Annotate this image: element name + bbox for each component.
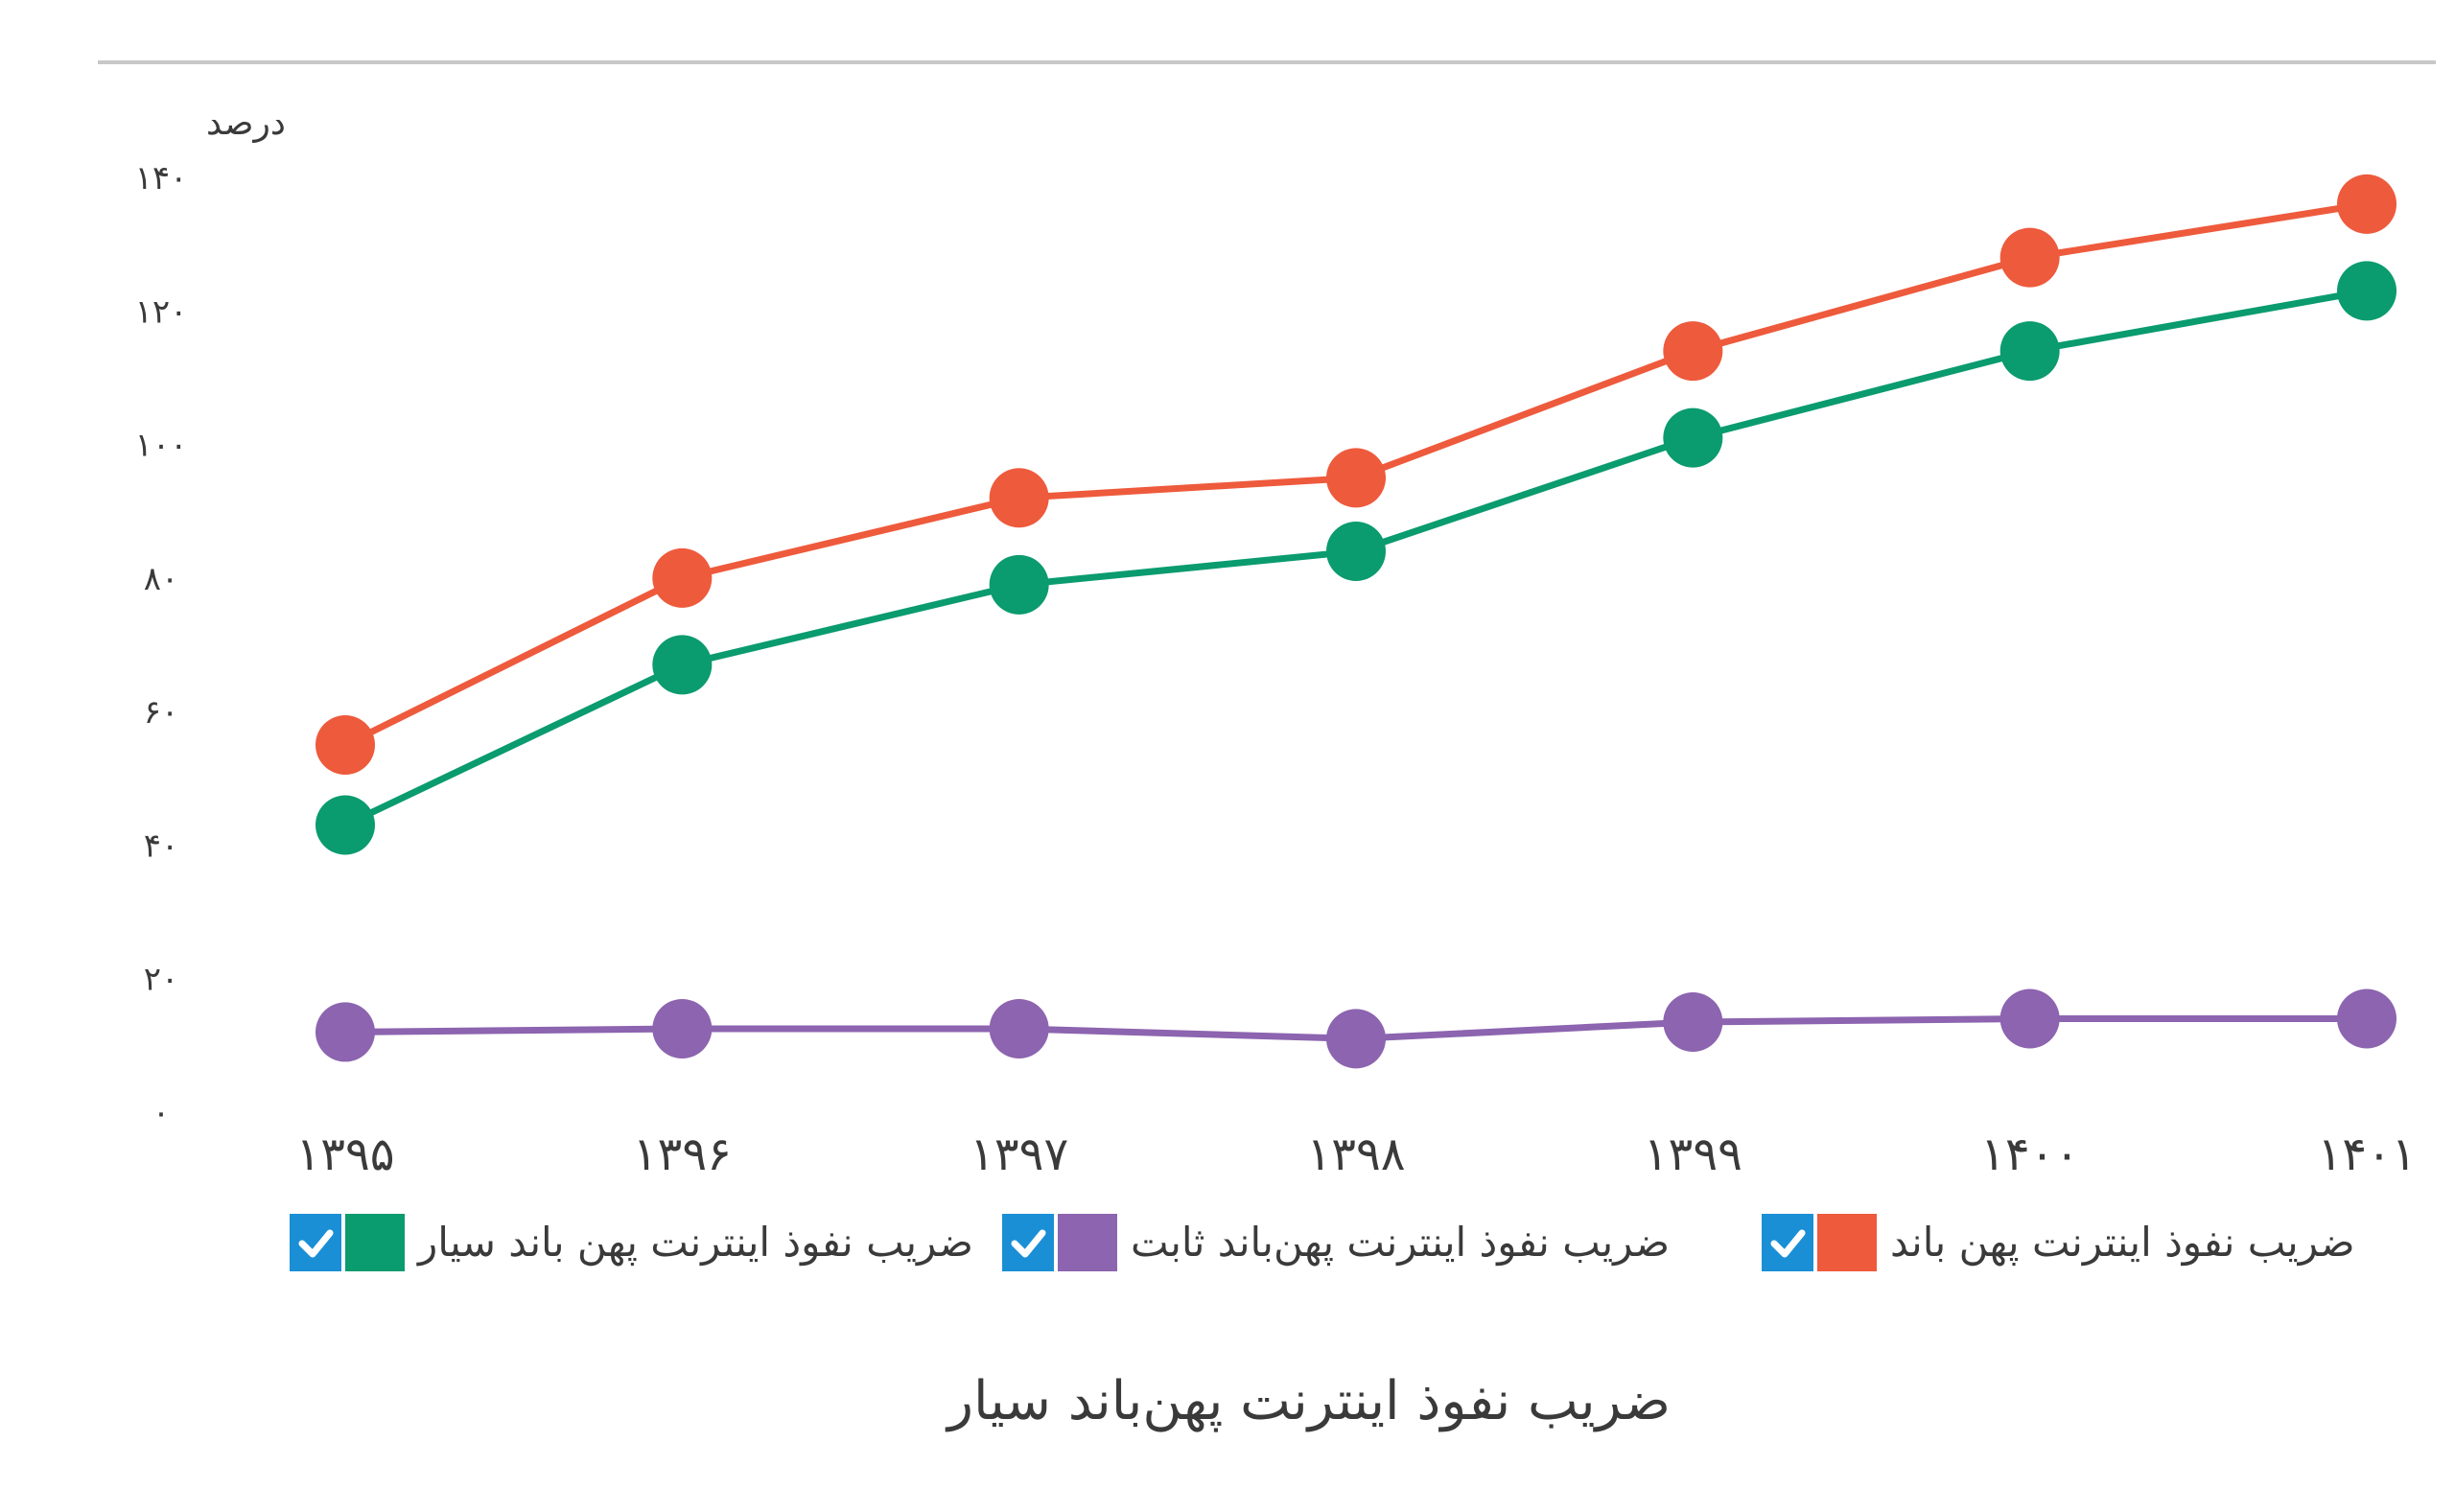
data-point xyxy=(652,547,713,608)
x-tick-label: ۱۴۰۱ xyxy=(2317,1128,2416,1181)
legend-checkbox[interactable] xyxy=(1002,1214,1054,1271)
data-point xyxy=(2337,174,2397,234)
data-point xyxy=(1326,448,1386,508)
data-point xyxy=(1663,407,1723,468)
checkmark-icon xyxy=(1770,1229,1806,1258)
data-point xyxy=(1999,989,2060,1049)
data-point xyxy=(316,795,375,855)
y-tick-label: ۱۰۰ xyxy=(135,427,188,465)
legend-swatch xyxy=(345,1214,405,1271)
y-axis-ticks: ۰ ۲۰ ۴۰ ۶۰ ۸۰ ۱۰۰ ۱۲۰ ۱۴۰ xyxy=(135,159,188,1132)
data-point xyxy=(1326,1009,1386,1069)
data-point xyxy=(2337,261,2397,321)
y-axis-label: درصد xyxy=(206,104,286,143)
y-tick-label: ۲۰ xyxy=(144,961,179,999)
x-tick-label: ۱۳۹۶ xyxy=(633,1128,732,1181)
y-tick-label: ۰ xyxy=(152,1094,170,1132)
data-point xyxy=(989,998,1049,1058)
y-tick-label: ۱۲۰ xyxy=(135,292,188,331)
data-point xyxy=(1326,522,1386,581)
data-point xyxy=(989,554,1049,615)
x-tick-label: ۱۳۹۵ xyxy=(295,1128,394,1181)
data-point xyxy=(2337,989,2397,1049)
legend-checkbox[interactable] xyxy=(1762,1214,1813,1271)
x-tick-label: ۱۴۰۰ xyxy=(1980,1128,2079,1181)
y-tick-label: ۱۴۰ xyxy=(135,159,188,198)
x-tick-label: ۱۳۹۷ xyxy=(970,1128,1068,1181)
data-point xyxy=(316,714,375,775)
data-point xyxy=(1663,991,1723,1052)
y-tick-label: ۶۰ xyxy=(144,693,179,732)
checkmark-icon xyxy=(298,1229,334,1258)
x-tick-label: ۱۳۹۹ xyxy=(1644,1128,1742,1181)
legend: ضریب نفوذ اینترنت پهن باند ضریب نفوذ اینت… xyxy=(290,1214,2355,1271)
legend-swatch xyxy=(1058,1214,1117,1271)
x-axis-ticks: ۱۳۹۵ ۱۳۹۶ ۱۳۹۷ ۱۳۹۸ ۱۳۹۹ ۱۴۰۰ ۱۴۰۱ xyxy=(295,1128,2416,1181)
data-point xyxy=(989,468,1049,528)
legend-checkbox[interactable] xyxy=(290,1214,341,1271)
legend-label: ضریب نفوذ اینترنت پهن باند xyxy=(1890,1219,2355,1267)
y-tick-label: ۴۰ xyxy=(144,826,179,865)
x-tick-label: ۱۳۹۸ xyxy=(1306,1128,1405,1181)
data-point xyxy=(1999,227,2060,288)
data-point xyxy=(1663,321,1723,382)
chart-title: ضریب نفوذ اینترنت پهن‌باند سیار xyxy=(945,1370,1671,1432)
legend-label: ضریب نفوذ اینترنت پهن‌باند ثابت xyxy=(1131,1219,1670,1267)
series-layer xyxy=(316,174,2397,1069)
data-point xyxy=(652,998,713,1058)
y-tick-label: ۸۰ xyxy=(144,560,179,598)
data-point xyxy=(652,635,713,695)
legend-label: ضریب نفوذ اینترنت پهن باند سیار xyxy=(416,1219,973,1267)
legend-swatch xyxy=(1817,1214,1877,1271)
checkmark-icon xyxy=(1011,1229,1046,1258)
data-point xyxy=(316,1002,375,1062)
data-point xyxy=(1999,321,2060,382)
